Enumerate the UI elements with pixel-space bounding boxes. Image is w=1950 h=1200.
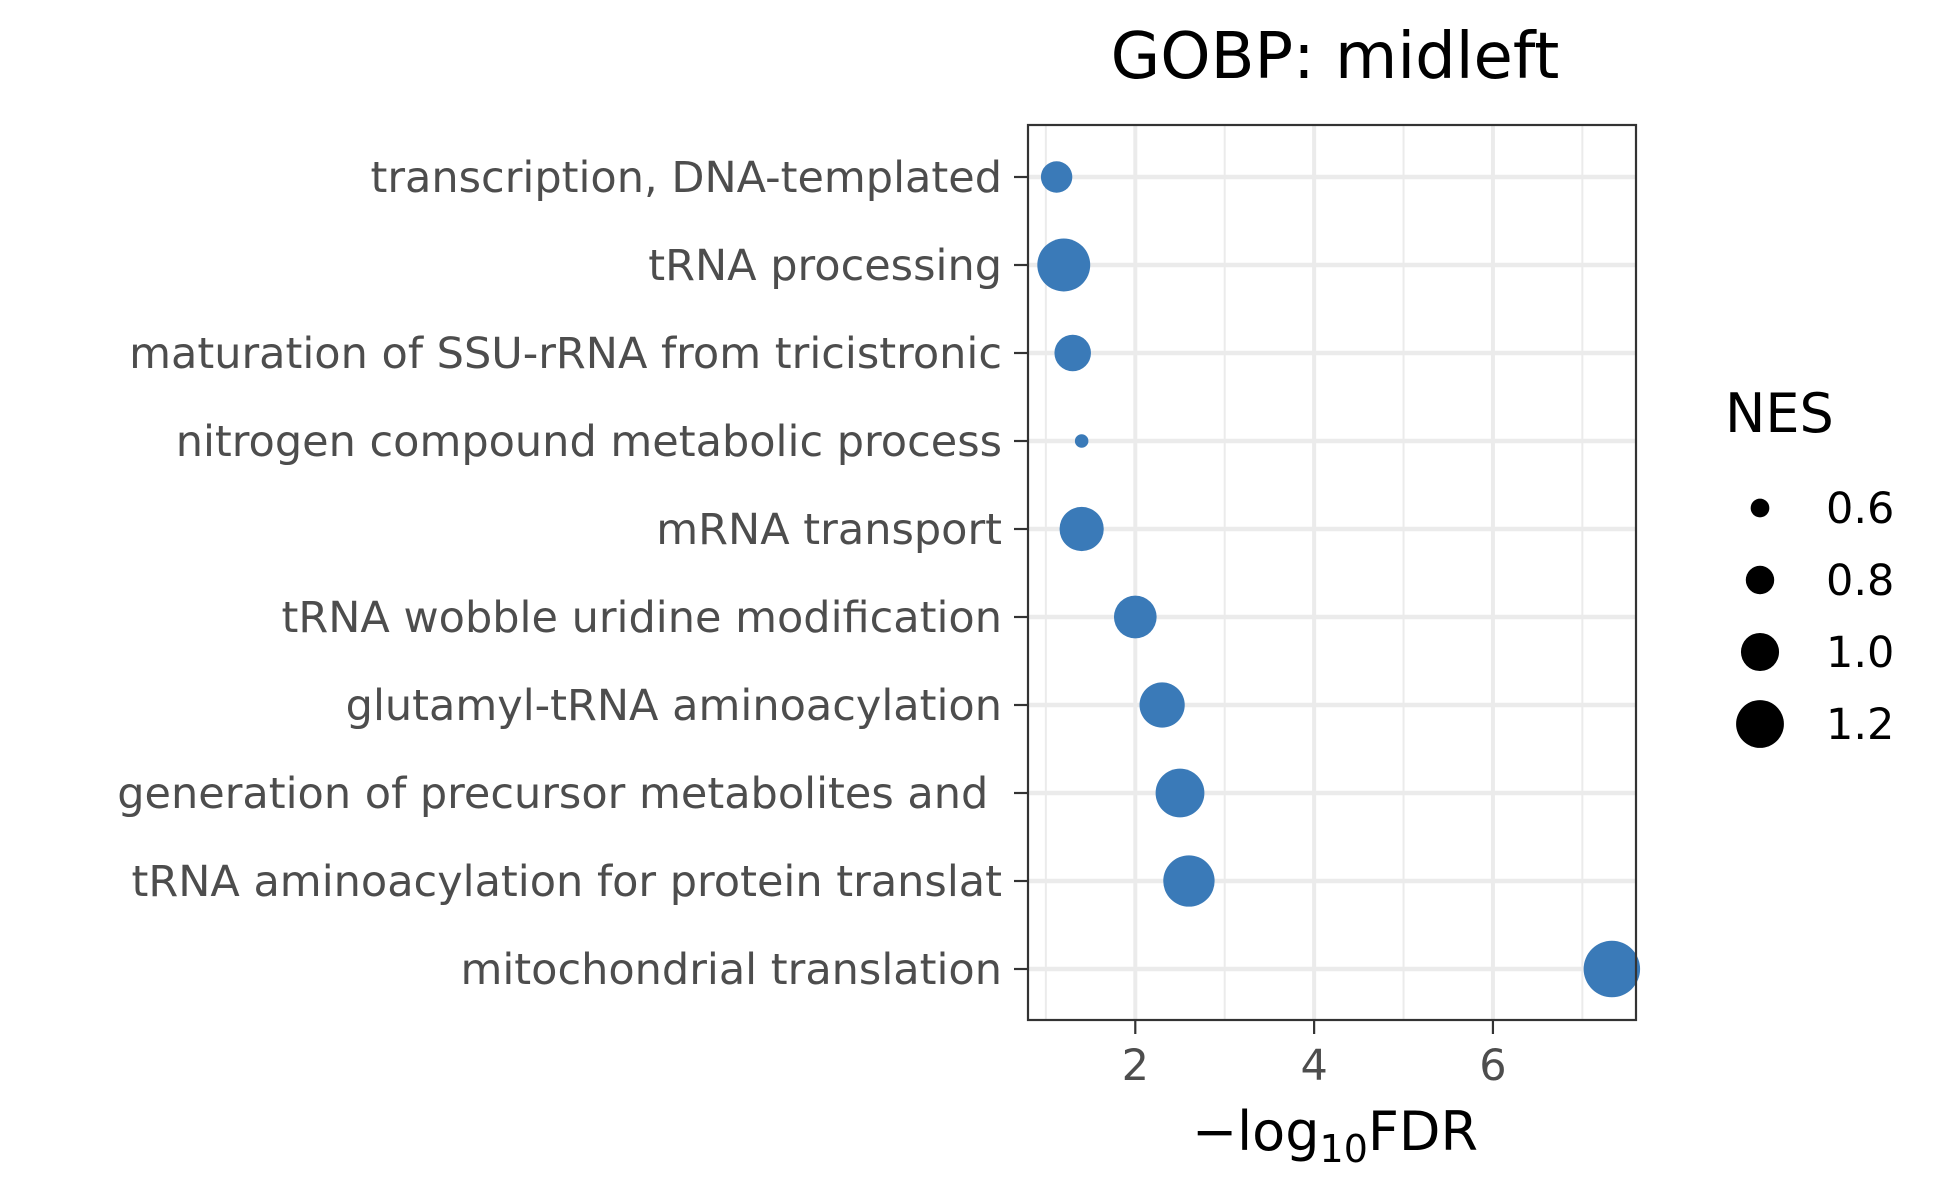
chart-title: GOBP: midleft <box>1111 20 1560 94</box>
legend-title: NES <box>1725 382 1834 445</box>
legend-label: 1.2 <box>1826 700 1894 750</box>
data-points <box>1037 161 1641 998</box>
x-tick-label: 2 <box>1122 1041 1149 1091</box>
data-point <box>1037 238 1091 292</box>
y-tick-label: tRNA wobble uridine modification <box>281 593 1002 643</box>
legend-key <box>1736 700 1784 748</box>
x-axis-label-subscript: 10 <box>1320 1127 1368 1171</box>
grid <box>1028 125 1636 1020</box>
x-axis-label-prefix: −log <box>1192 1100 1320 1163</box>
panel-border <box>1026 123 1638 1022</box>
data-point <box>1040 161 1073 193</box>
x-tick-label: 6 <box>1479 1041 1506 1091</box>
data-point <box>1113 595 1157 639</box>
y-tick-label: mRNA transport <box>656 505 1002 555</box>
x-axis-label-suffix: FDR <box>1368 1100 1478 1163</box>
legend-key <box>1745 565 1775 595</box>
y-axis: transcription, DNA-templated tRNA process… <box>117 153 1028 995</box>
data-point <box>1054 334 1091 372</box>
legend-label: 0.8 <box>1826 556 1894 606</box>
x-axis: 2 4 6 <box>1122 1020 1507 1091</box>
y-tick-label: transcription, DNA-templated <box>371 153 1002 203</box>
y-tick-label: tRNA aminoacylation for protein translat <box>131 857 1002 907</box>
y-tick-label: nitrogen compound metabolic process <box>176 417 1002 467</box>
data-point <box>1583 940 1641 998</box>
data-point <box>1074 434 1089 448</box>
legend-label: 0.6 <box>1826 484 1894 534</box>
y-tick-label: generation of precursor metabolites and <box>117 769 1002 819</box>
data-point <box>1163 855 1215 907</box>
x-axis-label: −log10FDR <box>1192 1100 1478 1171</box>
legend-label: 1.0 <box>1826 628 1894 678</box>
data-point <box>1059 506 1104 552</box>
y-tick-label: tRNA processing <box>648 241 1002 291</box>
size-legend: NES 0.6 0.8 1.0 1.2 <box>1725 382 1894 750</box>
x-tick-label: 4 <box>1300 1041 1327 1091</box>
data-point <box>1139 682 1185 728</box>
data-point <box>1155 768 1205 818</box>
legend-key <box>1750 498 1770 518</box>
y-tick-label: maturation of SSU-rRNA from tricistronic <box>129 329 1002 379</box>
y-tick-label: glutamyl-tRNA aminoacylation <box>346 681 1002 731</box>
legend-key <box>1740 632 1780 672</box>
y-tick-label: mitochondrial translation <box>460 945 1002 995</box>
